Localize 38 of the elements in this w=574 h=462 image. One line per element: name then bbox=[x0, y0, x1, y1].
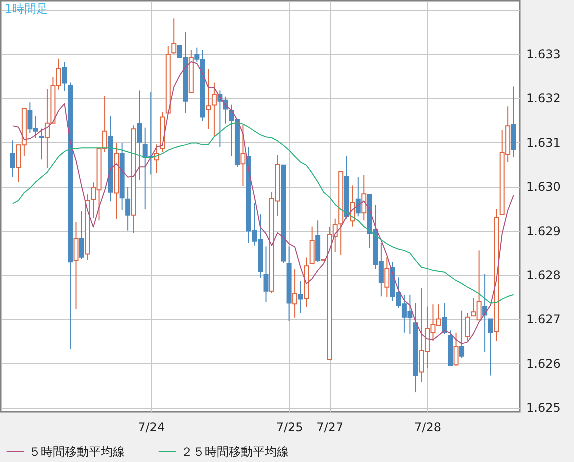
candlestick bbox=[454, 332, 459, 367]
candlestick bbox=[362, 174, 367, 222]
x-tick-label: 7/27 bbox=[316, 420, 344, 434]
legend-label: ５時間移動平均線 bbox=[29, 444, 125, 459]
candlestick bbox=[80, 210, 85, 260]
candlestick bbox=[62, 62, 68, 92]
y-tick-label: 1.630 bbox=[526, 180, 561, 194]
candlestick bbox=[126, 186, 131, 232]
y-tick-label: 1.631 bbox=[526, 136, 561, 150]
chart-title: 1時間足 bbox=[5, 2, 49, 16]
candlestick bbox=[292, 268, 298, 318]
candlestick bbox=[137, 90, 142, 181]
y-tick-label: 1.625 bbox=[526, 401, 561, 416]
x-tick-label: 7/24 bbox=[138, 420, 166, 434]
candlestick bbox=[356, 176, 361, 218]
y-tick-label: 1.626 bbox=[526, 356, 561, 371]
y-tick-label: 1.627 bbox=[526, 312, 561, 327]
candlestick bbox=[264, 246, 269, 303]
line-series bbox=[12, 122, 514, 304]
candlestick bbox=[460, 310, 465, 360]
candlestick bbox=[74, 222, 79, 310]
y-tick-label: 1.629 bbox=[526, 224, 561, 238]
candlestick bbox=[172, 18, 177, 55]
candlestick bbox=[384, 256, 390, 298]
candlestick bbox=[488, 318, 494, 376]
candlestick bbox=[298, 280, 304, 314]
y-tick-label: 1.632 bbox=[526, 92, 561, 106]
candlestick bbox=[310, 226, 315, 264]
candlestick bbox=[442, 302, 448, 335]
x-tick-label: 7/25 bbox=[276, 420, 304, 434]
legend-label: ２５時間移動平均線 bbox=[181, 444, 289, 459]
candlestick bbox=[240, 124, 246, 187]
candlestick bbox=[39, 128, 44, 160]
candlestick bbox=[465, 312, 470, 342]
y-tick-label: 1.628 bbox=[526, 268, 561, 282]
y-tick-label: 1.633 bbox=[526, 48, 561, 62]
candlestick bbox=[10, 140, 16, 178]
x-tick-label: 7/28 bbox=[414, 420, 442, 434]
